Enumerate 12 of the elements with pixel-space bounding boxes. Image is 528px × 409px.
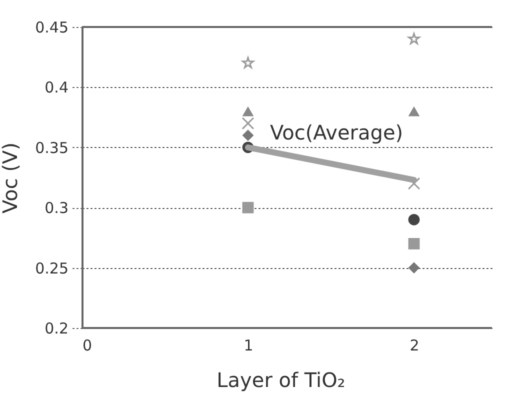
x-axis-title: Layer of TiO₂ [216,368,346,392]
x-tick-label: 2 [410,336,420,354]
y-axis-title: Voc (V) [0,142,22,214]
y-tick-label: 0.25 [35,259,68,278]
x-tick-label: 1 [244,336,254,354]
y-tick-label: 0.35 [35,138,68,157]
y-tick-label: 0.2 [44,320,68,338]
x-tick-label: 0 [82,336,92,354]
y-tick-label: 0.3 [44,199,68,218]
series-label: Voc(Average) [270,120,404,144]
y-tick-label: 0.45 [35,18,68,36]
y-tick-label: 0.4 [44,78,68,97]
